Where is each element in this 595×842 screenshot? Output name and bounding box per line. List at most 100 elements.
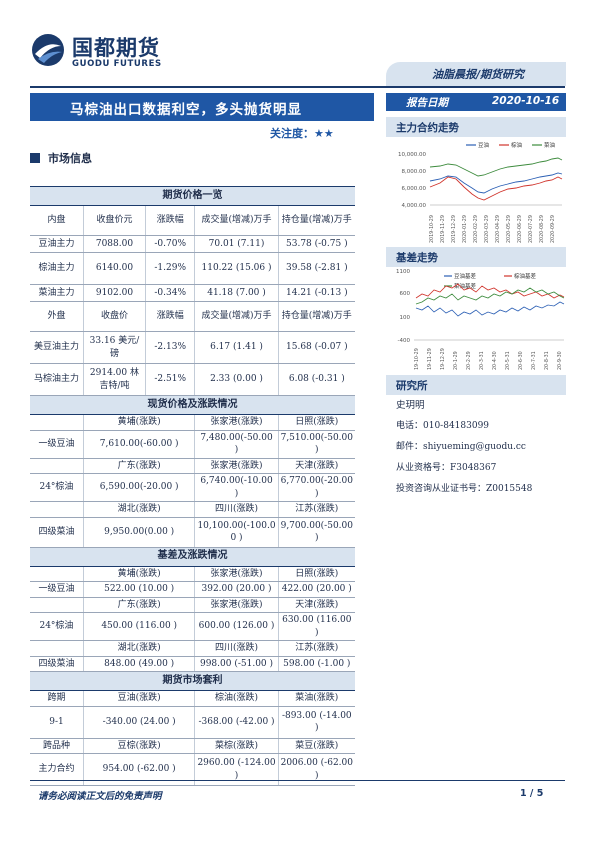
report-title: 马棕油出口数据利空，多头抛货明显	[70, 102, 302, 118]
spot-price-title: 现货价格及涨跌情况	[30, 395, 355, 415]
guodu-logo-icon	[32, 34, 64, 66]
table-cell: 53.78 (-0.75 )	[277, 235, 355, 253]
series-line-rapeseed-basis	[415, 287, 565, 305]
series-line-soybean-basis	[415, 301, 565, 317]
attention-label: 关注度：	[270, 127, 314, 140]
table-cell: 600.00 (126.00 )	[194, 612, 279, 641]
table-cell: 70.01 (7.11)	[194, 235, 279, 253]
table-header-cell: 涨跌幅	[144, 301, 195, 332]
table-cell: 2.33 (0.00 )	[194, 363, 279, 396]
logo-en-text: GUODU FUTURES	[72, 59, 162, 69]
table-row: 黄埔(涨跌) 张家港(涨跌) 日照(涨跌)	[30, 566, 355, 582]
table-cell: 10,100.00(-100.0 0 )	[194, 517, 279, 548]
table-header-cell: 持仓量(增减)万手	[277, 205, 355, 236]
table-header-cell: 内盘	[30, 205, 84, 236]
x-tick-label: 20-3-31	[479, 351, 485, 370]
table-header-cell: 菜棕(涨跌)	[194, 738, 279, 754]
table-header-cell: 菜油(涨跌)	[277, 690, 355, 707]
table-row: 湖北(涨跌) 四川(涨跌) 江苏(涨跌)	[30, 501, 355, 518]
x-tick-label: 19-10-29	[414, 348, 420, 370]
y-tick-label: 100	[400, 315, 411, 321]
table-cell: 7,480.00(-50.00 )	[194, 430, 279, 459]
legend-label: 豆油基差	[454, 272, 477, 280]
disclaimer-note: 请务必阅读正文后的免责声明	[38, 791, 162, 802]
table-header-cell: 湖北(涨跌)	[82, 640, 195, 657]
table-cell: 6.17 (1.41 )	[194, 331, 279, 364]
table-header-cell: 广东(涨跌)	[82, 458, 195, 474]
table-cell: 豆油主力	[30, 235, 84, 253]
chart2-y-axis: 1100 600 100 -400	[396, 269, 410, 344]
table-cell: 6,770.00(-20.00 )	[277, 473, 355, 502]
futures-price-title: 期货价格一览	[30, 186, 355, 206]
basis-label: 基差走势	[396, 252, 438, 264]
main-contract-chart: 10,000.00 8,000.00 6,000.00 4,000.00 豆油 …	[398, 141, 563, 243]
table-cell: 14.21 (-0.13 )	[277, 284, 355, 302]
y-tick-label: -400	[398, 338, 411, 344]
report-title-band: 马棕油出口数据利空，多头抛货明显	[30, 93, 374, 121]
legend-label: 豆油	[478, 141, 490, 149]
table-cell: -0.70%	[144, 235, 195, 253]
y-tick-label: 4,000.00	[402, 203, 427, 209]
chart2-legend: 豆油基差 棕油基差 菜油基差	[444, 272, 537, 290]
table-cell: 菜油主力	[30, 284, 84, 302]
research-contact: 史玥明 电话：010-84183099 邮件：shiyueming@guodu.…	[396, 395, 532, 500]
x-tick-label: 2020-08-29	[539, 215, 545, 243]
table-row: 广东(涨跌) 张家港(涨跌) 天津(涨跌)	[30, 458, 355, 474]
x-tick-label: 2020-02-29	[473, 215, 479, 243]
table-cell: -893.00 (-14.00 )	[277, 706, 355, 739]
series-line-soybean-oil	[429, 172, 563, 194]
table-row: 24°棕油 6,590.00(-20.00 ) 6,740.00(-10.00 ) 6…	[30, 473, 355, 502]
table-header-cell: 黄埔(涨跌)	[82, 566, 195, 582]
x-tick-label: 2019-10-29	[429, 215, 435, 243]
attention-stars-icon: ★★	[314, 127, 334, 140]
table-cell: 7088.00	[82, 235, 146, 253]
report-date-label: 报告日期	[406, 97, 448, 109]
table-row: 24°棕油 450.00 (116.00 ) 600.00 (126.00 ) 630…	[30, 612, 355, 641]
x-tick-label: 2020-01-29	[462, 215, 468, 243]
table-row: 内盘 收盘价元 涨跌幅 成交量(增减)万手 持仓量(增减)万手	[30, 205, 355, 236]
table-header-cell: 豆油(涨跌)	[82, 690, 195, 707]
x-tick-label: 2020-06-29	[517, 215, 523, 243]
table-cell: -1.29%	[144, 252, 195, 285]
table-cell: 422.00 (20.00 )	[277, 581, 355, 598]
table-cell: 598.00 (-1.00 )	[277, 656, 355, 672]
main-contract-heading: 主力合约走势	[386, 117, 566, 137]
legend-label: 菜油	[544, 141, 556, 149]
table-header-cell: 天津(涨跌)	[277, 597, 355, 613]
table-cell: 110.22 (15.06 )	[194, 252, 279, 285]
research-heading: 研究所	[386, 375, 566, 395]
table-header-cell: 张家港(涨跌)	[194, 566, 279, 582]
logo-cn-text: 国都期货	[72, 36, 160, 60]
y-tick-label: 6,000.00	[402, 186, 427, 192]
table-cell: 15.68 (-0.07 )	[277, 331, 355, 364]
table-row: 9-1 -340.00 (24.00 ) -368.00 (-42.00 ) -893…	[30, 706, 355, 739]
arbitrage-title: 期货市场套利	[30, 671, 355, 691]
table-header-cell: 成交量(增减)万手	[194, 301, 279, 332]
table-header-cell: 张家港(涨跌)	[194, 597, 279, 613]
table-row: 豆油主力 7088.00 -0.70% 70.01 (7.11) 53.78 (-0.7…	[30, 235, 355, 253]
table-cell: 450.00 (116.00 )	[82, 612, 195, 641]
table-row: 黄埔(涨跌) 张家港(涨跌) 日照(涨跌)	[30, 414, 355, 431]
section-square-icon	[30, 153, 40, 163]
table-header-cell: 收盘价元	[82, 205, 146, 236]
table-cell: 美豆油主力	[30, 331, 84, 364]
table-row: 一级豆油 522.00 (10.00 ) 392.00 (20.00 ) 422.00…	[30, 581, 355, 598]
table-header-cell: 成交量(增减)万手	[194, 205, 279, 236]
basis-heading: 基差走势	[386, 247, 566, 267]
series-line-palm-oil	[429, 176, 563, 201]
analyst-phone: 电话：010-84183099	[396, 421, 490, 431]
chart1-y-axis: 10,000.00 8,000.00 6,000.00 4,000.00	[398, 152, 426, 209]
table-cell: 41.18 (7.00 )	[194, 284, 279, 302]
table-row: 外盘 收盘价 涨跌幅 成交量(增减)万手 持仓量(增减)万手	[30, 301, 355, 332]
table-header-cell: 棕油(涨跌)	[194, 690, 279, 707]
market-info-heading: 市场信息	[30, 150, 92, 166]
series-line-palm-basis	[415, 283, 565, 299]
chart1-legend: 豆油 棕油 菜油	[466, 141, 556, 149]
series-line-rapeseed-oil	[429, 157, 563, 177]
table-cell: -0.34%	[144, 284, 195, 302]
table-header-cell: 豆棕(涨跌)	[82, 738, 195, 754]
table-cell: 522.00 (10.00 )	[82, 581, 195, 598]
table-cell: 6.08 (-0.31 )	[277, 363, 355, 396]
x-tick-label: 2020-07-29	[528, 215, 534, 243]
table-cell: 棕油主力	[30, 252, 84, 285]
